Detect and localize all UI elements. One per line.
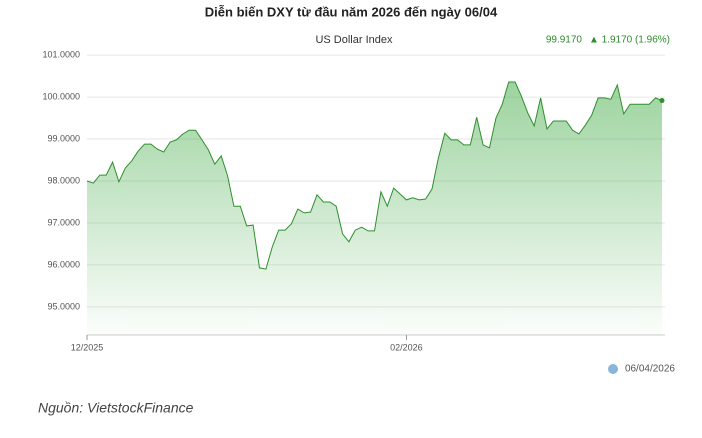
globe-icon (608, 364, 618, 374)
y-tick-label: 97.0000 (47, 217, 80, 227)
chart-subtitle: US Dollar Index (315, 34, 393, 46)
last-point (659, 98, 665, 104)
y-tick-label: 96.0000 (47, 259, 80, 269)
y-tick-label: 95.0000 (47, 301, 80, 311)
x-tick-label: 12/2025 (71, 342, 104, 352)
y-tick-label: 99.0000 (47, 133, 80, 143)
date-stamp: 06/04/2026 (625, 364, 675, 375)
plot: 95.0000 96.0000 97.0000 98.0000 99.0000 100.0… (42, 49, 665, 352)
chart-title: Diễn biến DXY từ đầu năm 2026 đến ngày 0… (205, 4, 498, 19)
y-tick-label: 100.0000 (42, 91, 80, 101)
area-fill (87, 82, 662, 335)
y-tick-label: 101.0000 (42, 49, 80, 59)
last-value: 99.9170 (546, 35, 583, 46)
source: Nguồn: VietstockFinance (38, 400, 194, 416)
line (86, 81, 663, 270)
x-tick-label: 02/2026 (390, 342, 423, 352)
change: ▲ 1.9170 (1.96%) (589, 35, 670, 46)
y-tick-label: 98.0000 (47, 175, 80, 185)
